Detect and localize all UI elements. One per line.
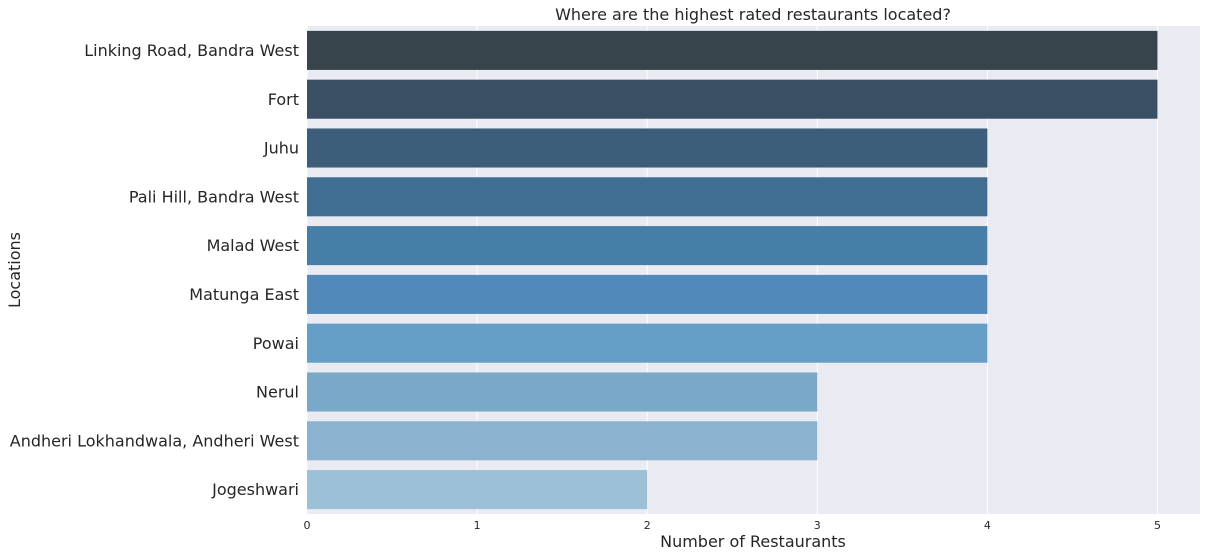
bar (307, 421, 818, 461)
bar (307, 372, 818, 412)
bar (307, 323, 988, 363)
category-label: Powai (253, 334, 299, 353)
category-label: Pali Hill, Bandra West (129, 187, 299, 206)
category-label: Jogeshwari (211, 480, 299, 499)
x-tick-label: 3 (814, 519, 821, 532)
x-axis-title: Number of Restaurants (660, 532, 846, 551)
bar (307, 470, 648, 510)
bar (307, 177, 988, 217)
x-tick-label: 4 (984, 519, 991, 532)
bar (307, 226, 988, 266)
category-labels: Linking Road, Bandra West Fort Juhu Pali Hi… (10, 41, 299, 499)
x-tick-label: 5 (1154, 519, 1161, 532)
category-label: Matunga East (189, 285, 299, 304)
category-label: Malad West (207, 236, 299, 255)
category-label: Fort (268, 90, 299, 109)
category-label: Juhu (263, 139, 299, 158)
x-tick-label: 0 (304, 519, 311, 532)
bar (307, 79, 1158, 119)
bar (307, 274, 988, 314)
category-label: Linking Road, Bandra West (84, 41, 299, 60)
category-label: Andheri Lokhandwala, Andheri West (10, 431, 299, 450)
x-tick-label: 1 (474, 519, 481, 532)
bar (307, 128, 988, 168)
bar (307, 30, 1158, 70)
category-label: Nerul (256, 383, 299, 402)
y-axis-title: Locations (5, 232, 24, 308)
bars-group (307, 30, 1158, 510)
x-tick-label: 2 (644, 519, 651, 532)
x-tick-labels: 0 1 2 3 4 5 (304, 519, 1161, 532)
chart-title: Where are the highest rated restaurants … (555, 5, 951, 24)
